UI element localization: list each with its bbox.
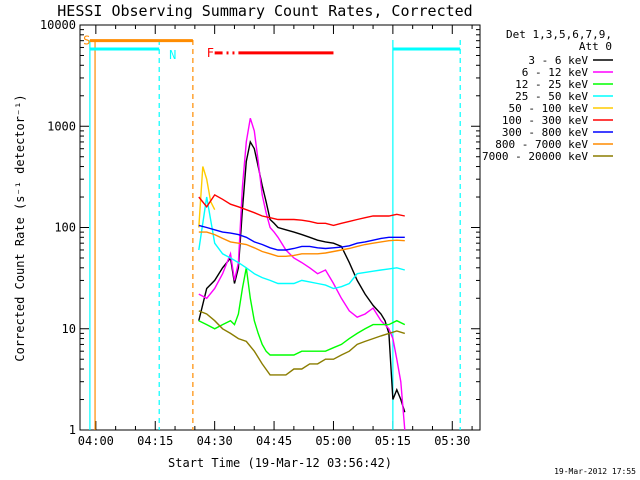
legend-header: Det 1,3,5,6,7,9, (506, 28, 612, 41)
x-tick-label: 04:15 (137, 434, 173, 448)
legend-label: 100 - 300 keV (502, 114, 588, 127)
timestamp: 19-Mar-2012 17:55 (554, 467, 636, 476)
y-axis: 1 10 100 1000 10000 (40, 18, 480, 437)
y-tick-label: 100 (54, 221, 76, 235)
x-tick-label: 05:30 (434, 434, 470, 448)
mode-lines (89, 40, 461, 430)
legend-label: 6 - 12 keV (522, 66, 589, 79)
x-axis-label: Start Time (19-Mar-12 03:56:42) (168, 456, 392, 470)
series-line-1 (198, 117, 406, 430)
legend-label: 25 - 50 keV (515, 90, 588, 103)
y-tick-label: 10 (62, 322, 76, 336)
y-tick-label: 1 (69, 423, 76, 437)
legend-label: 50 - 100 keV (509, 102, 589, 115)
flag-label: S (83, 34, 90, 48)
y-tick-label: 10000 (40, 18, 76, 32)
legend-label: 300 - 800 keV (502, 126, 588, 139)
y-tick-label: 1000 (47, 119, 76, 133)
legend-label: 12 - 25 keV (515, 78, 588, 91)
series-line-3 (198, 196, 405, 290)
legend-label: 800 - 7000 keV (495, 138, 588, 151)
series-line-0 (198, 139, 406, 413)
series-line-6 (198, 224, 405, 251)
legend-label: 3 - 6 keV (528, 54, 588, 67)
chart-title: HESSI Observing Summary Count Rates, Cor… (57, 2, 472, 20)
x-tick-label: 05:00 (315, 434, 351, 448)
series-line-2 (198, 267, 406, 356)
flag-label: F (207, 46, 214, 60)
flag-label: N (169, 48, 176, 62)
x-tick-label: 05:15 (375, 434, 411, 448)
legend-header: Att 0 (579, 40, 612, 53)
series-line-7 (198, 231, 405, 257)
x-tick-label: 04:45 (256, 434, 292, 448)
legend-label: 7000 - 20000 keV (482, 150, 588, 163)
series-lines (198, 117, 406, 430)
x-tick-label: 04:30 (197, 434, 233, 448)
x-axis: 04:00 04:15 04:30 04:45 05:00 05:15 05:30 (78, 25, 473, 448)
y-axis-label: Corrected Count Rate (s⁻¹ detector⁻¹) (13, 94, 27, 361)
series-line-8 (198, 310, 406, 376)
series-line-5 (198, 193, 405, 227)
flag-bars: S N F (83, 34, 461, 62)
series-line-4 (198, 166, 216, 228)
x-tick-label: 04:00 (78, 434, 114, 448)
